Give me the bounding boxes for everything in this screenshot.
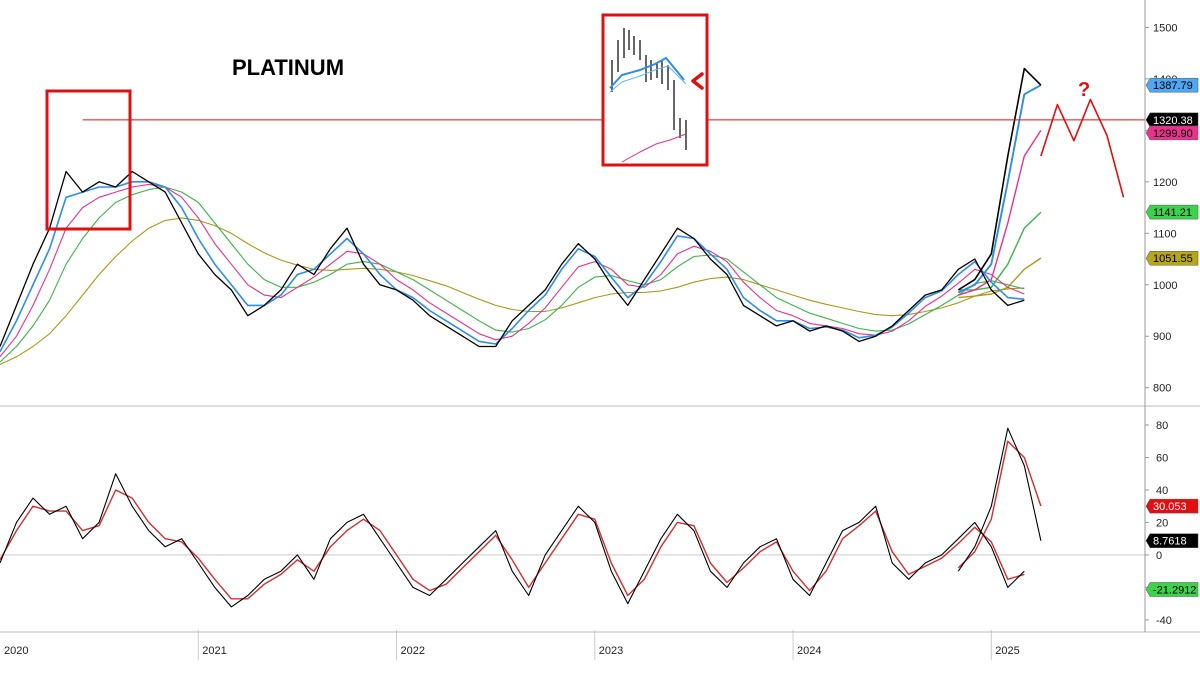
projection-zigzag [1040, 98, 1125, 198]
chart-title: PLATINUM [232, 55, 344, 80]
y-tick-label: 1100 [1153, 228, 1177, 240]
ma-pink-series [0, 183, 1025, 358]
ma-olive-series [0, 217, 1025, 365]
osc-badge-label: 30.053 [1153, 501, 1187, 513]
osc-y-tick-label: 60 [1156, 452, 1168, 464]
ma-green-series [0, 186, 1025, 363]
osc-black-series-recent [957, 427, 1042, 572]
osc-y-tick-label: 0 [1156, 550, 1162, 562]
inset-ma-blue-light [609, 65, 687, 93]
price-badge-shape [1145, 250, 1199, 266]
osc-y-tick-label: 80 [1156, 420, 1168, 432]
x-tick-label: 2025 [995, 645, 1019, 657]
inset-box [601, 13, 709, 167]
ma-blue-series [0, 181, 1025, 353]
x-tick-label: 2020 [4, 645, 28, 657]
price-badge: 1299.90 [1145, 125, 1199, 141]
osc-red-series [0, 489, 1025, 600]
x-tick-label: 2021 [202, 645, 226, 657]
price-badge-label: 1320.38 [1153, 115, 1193, 127]
price-series [0, 170, 1025, 348]
osc-badge-shape [1145, 498, 1199, 514]
y-tick-label: 900 [1153, 331, 1171, 343]
osc-y-tick-label: 20 [1156, 517, 1168, 529]
x-tick-label: 2022 [401, 645, 425, 657]
inset-arrow-icon [691, 72, 704, 90]
x-tick-label: 2024 [797, 645, 821, 657]
price-series-recent [957, 67, 1042, 291]
price-badge: 1387.79 [1145, 77, 1199, 93]
osc-badge-label: -21.2912 [1153, 584, 1196, 596]
price-badge-shape [1145, 77, 1199, 93]
inset-ma-blue [609, 56, 685, 89]
question-mark-annotation: ? [1078, 79, 1090, 101]
osc-badge: -21.2912 [1145, 582, 1199, 597]
ma-blue-series-recent [957, 84, 1042, 294]
price-badge: 1051.55 [1145, 250, 1199, 266]
year-separators [197, 630, 992, 660]
price-badge: 1320.38 [1145, 112, 1199, 128]
price-badge-shape [1145, 112, 1199, 128]
y-tick-label: 800 [1153, 383, 1171, 395]
y-tick-label: 1500 [1153, 22, 1177, 34]
osc-badge-shape [1145, 582, 1199, 597]
osc-badge-shape [1145, 533, 1199, 548]
price-badge-shape [1145, 125, 1199, 141]
osc-y-tick-label: 40 [1156, 485, 1168, 497]
oscillator-panel [0, 427, 1145, 608]
y-tick-label: 1000 [1153, 280, 1177, 292]
price-badge-shape [1145, 204, 1199, 220]
osc-badge: 8.7618 [1145, 533, 1199, 548]
osc-black-series [0, 473, 1025, 608]
price-panel [0, 13, 1145, 365]
peak-highlight-box [45, 89, 132, 231]
price-badge-label: 1141.21 [1153, 207, 1192, 219]
osc-y-tick-label: -40 [1156, 615, 1172, 627]
price-badge-label: 1387.79 [1153, 80, 1193, 92]
ma-green-series-recent [958, 211, 1042, 291]
price-badge-label: 1299.90 [1153, 128, 1193, 140]
inset-ma-pink [621, 133, 687, 163]
ma-pink-series-recent [958, 130, 1042, 296]
annotations: PLATINUM ? [232, 55, 1090, 101]
y-tick-label: 1200 [1153, 177, 1177, 189]
price-badge: 1141.21 [1145, 204, 1199, 220]
x-tick-label: 2023 [599, 645, 623, 657]
inset-zoom [601, 13, 709, 167]
price-badge-label: 1051.55 [1153, 253, 1193, 265]
osc-red-series-recent [957, 440, 1042, 569]
osc-badge-label: 8.7618 [1153, 536, 1187, 548]
osc-badge: 30.053 [1145, 498, 1199, 514]
